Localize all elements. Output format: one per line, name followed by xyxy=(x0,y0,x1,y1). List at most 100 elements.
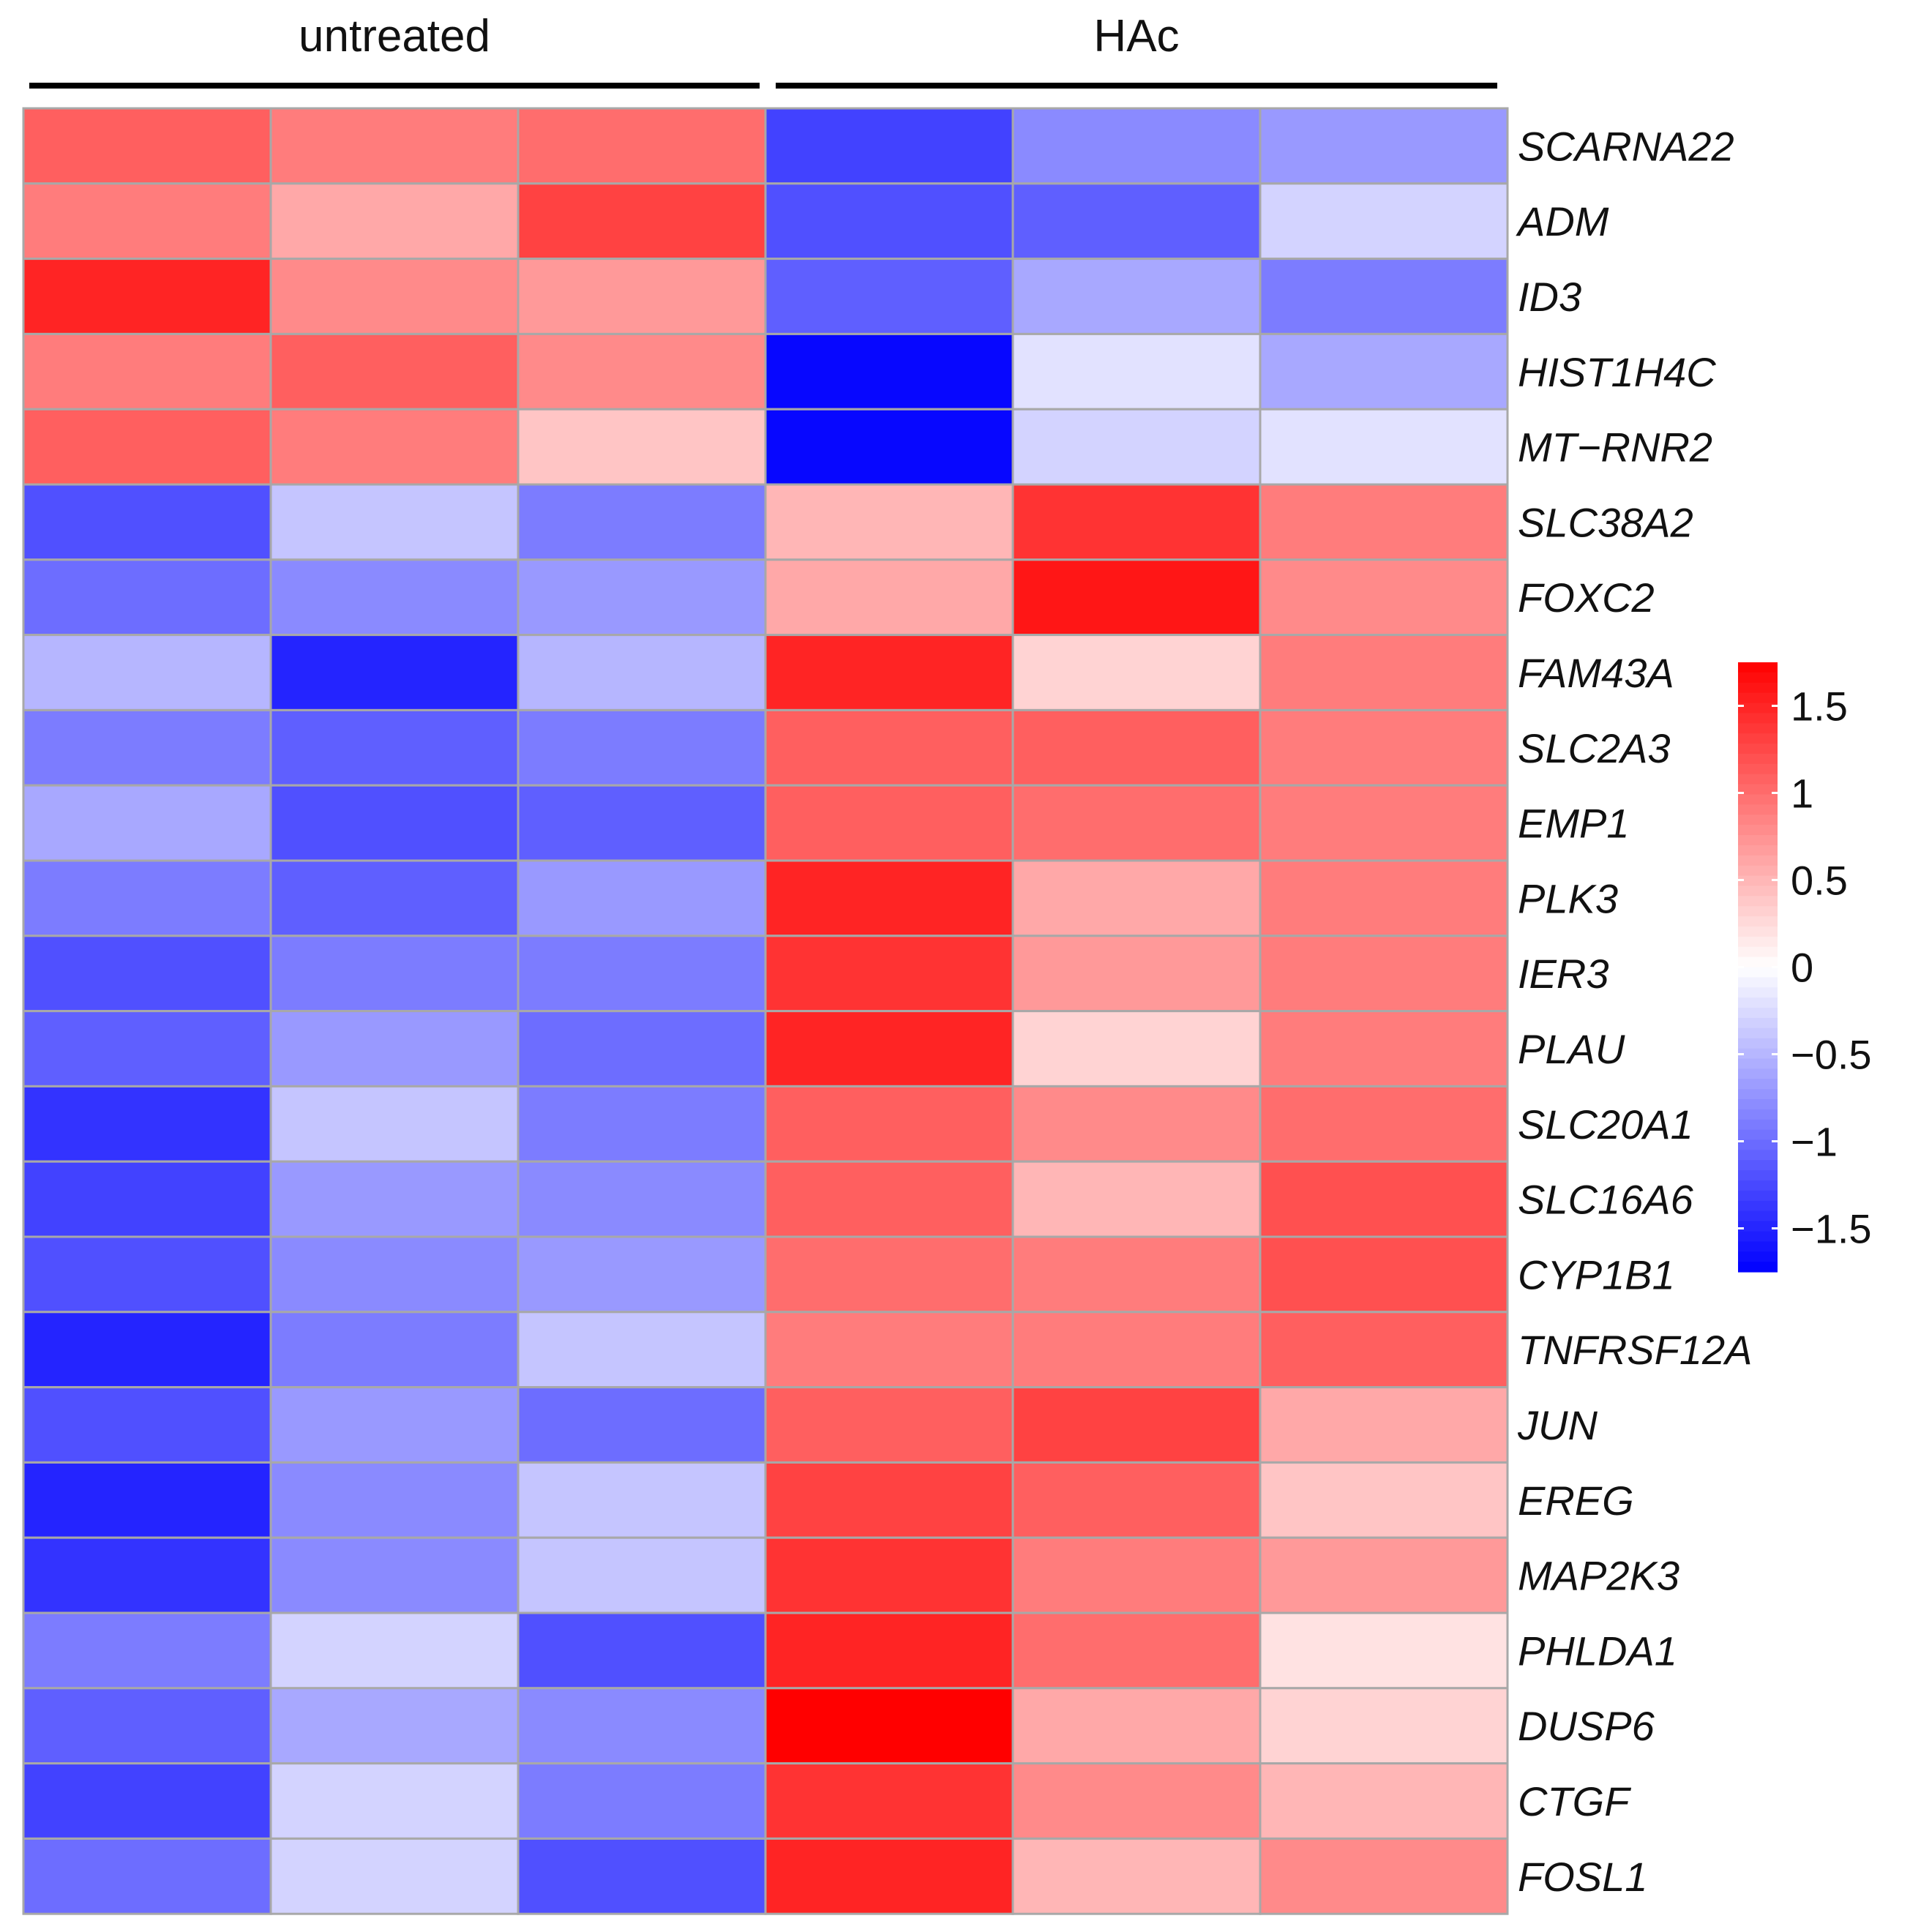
heatmap-cell xyxy=(764,182,1014,261)
row-label: SLC20A1 xyxy=(1518,1101,1693,1147)
heatmap-cell xyxy=(764,558,1014,637)
row-label: ADM xyxy=(1516,198,1609,244)
heatmap-cell xyxy=(1011,708,1262,787)
legend-color-step xyxy=(1738,794,1778,805)
legend-color-step xyxy=(1738,1017,1778,1029)
group-label-hac: HAc xyxy=(1093,11,1179,61)
heatmap-cell xyxy=(269,1762,520,1840)
legend-color-step xyxy=(1738,977,1778,988)
heatmap-cell xyxy=(269,1536,520,1614)
heatmap-cell xyxy=(22,1010,272,1087)
heatmap-cell xyxy=(517,859,767,937)
legend-color-step xyxy=(1738,1231,1778,1242)
heatmap-cell xyxy=(22,1235,272,1314)
heatmap-cell xyxy=(269,1085,520,1163)
row-label: SLC16A6 xyxy=(1518,1177,1694,1223)
heatmap-cell xyxy=(517,1611,767,1690)
legend-color-step xyxy=(1738,1150,1778,1161)
heatmap-cell xyxy=(269,1235,520,1314)
heatmap-cell xyxy=(269,408,520,486)
legend-color-step xyxy=(1738,1089,1778,1100)
heatmap-cell xyxy=(22,1687,272,1765)
legend-color-step xyxy=(1738,723,1778,734)
legend-color-step xyxy=(1738,1190,1778,1202)
heatmap-cell xyxy=(764,708,1014,787)
heatmap-cell xyxy=(764,332,1014,411)
heatmap-cell xyxy=(764,1311,1014,1389)
heatmap-cell xyxy=(764,784,1014,862)
legend-color-step xyxy=(1738,825,1778,836)
heatmap-cell xyxy=(517,1235,767,1314)
heatmap-cell xyxy=(517,1160,767,1238)
heatmap-cell xyxy=(764,408,1014,486)
heatmap-cell xyxy=(269,935,520,1013)
row-label: IER3 xyxy=(1518,951,1609,997)
legend-color-step xyxy=(1738,916,1778,927)
legend-tick-label: 0.5 xyxy=(1791,858,1848,904)
heatmap-cell xyxy=(1011,258,1262,335)
heatmap-cell xyxy=(22,634,272,711)
heatmap-cell xyxy=(22,408,272,486)
heatmap-cell xyxy=(269,859,520,937)
heatmap-cell xyxy=(1011,1386,1262,1464)
heatmap-cell xyxy=(764,935,1014,1013)
heatmap-cell xyxy=(764,1611,1014,1690)
heatmap-cell xyxy=(269,1687,520,1765)
legend-color-step xyxy=(1738,1079,1778,1090)
legend-color-step xyxy=(1738,713,1778,724)
heatmap-cell xyxy=(269,1160,520,1238)
heatmap-cell xyxy=(764,1160,1014,1238)
heatmap-cell xyxy=(1011,408,1262,486)
heatmap-cell xyxy=(22,935,272,1013)
legend-color-step xyxy=(1738,1068,1778,1079)
legend-color-step xyxy=(1738,672,1778,684)
heatmap-cell xyxy=(22,859,272,937)
heatmap-cell xyxy=(764,634,1014,711)
legend-color-step xyxy=(1738,744,1778,755)
heatmap-cell xyxy=(517,1461,767,1539)
row-label: TNFRSF12A xyxy=(1518,1327,1753,1373)
legend-color-step xyxy=(1738,753,1778,765)
heatmap-cell xyxy=(269,558,520,637)
row-labels: SCARNA22 ADM ID3 HIST1H4C MT−RNR2 SLC38A2 FOXC… xyxy=(1516,123,1753,1899)
legend-color-step xyxy=(1738,1048,1778,1060)
heatmap-cell xyxy=(764,1461,1014,1539)
legend-color-step xyxy=(1738,1200,1778,1212)
legend-color-step xyxy=(1738,906,1778,917)
heatmap-cell xyxy=(1259,634,1509,711)
heatmap-cell xyxy=(22,258,272,335)
legend-color-step xyxy=(1738,886,1778,896)
legend-color-step xyxy=(1738,865,1778,877)
heatmap-cell xyxy=(764,1762,1014,1840)
legend-color-step xyxy=(1738,1221,1778,1232)
heatmap-cell xyxy=(269,1386,520,1464)
legend-color-step xyxy=(1738,703,1778,714)
legend-color-step xyxy=(1738,845,1778,856)
legend-color-step xyxy=(1738,1241,1778,1252)
heatmap-cell xyxy=(1259,107,1509,185)
heatmap-cell xyxy=(22,1386,272,1464)
heatmap-cell xyxy=(1259,558,1509,637)
legend-color-step xyxy=(1738,835,1778,846)
heatmap-cell xyxy=(517,182,767,261)
heatmap-cell xyxy=(1259,708,1509,787)
heatmap-cell xyxy=(269,332,520,411)
heatmap-cell xyxy=(517,784,767,862)
heatmap-cell xyxy=(764,1687,1014,1765)
heatmap-cell xyxy=(764,1837,1014,1915)
heatmap-grid xyxy=(22,107,1509,1915)
heatmap-cell xyxy=(269,1611,520,1690)
heatmap-cell xyxy=(1011,1311,1262,1389)
heatmap-cell xyxy=(1259,784,1509,862)
legend-color-step xyxy=(1738,1180,1778,1191)
row-label: FAM43A xyxy=(1518,650,1674,696)
heatmap-cell xyxy=(1259,1837,1509,1915)
legend-color-step xyxy=(1738,1119,1778,1131)
row-label: HIST1H4C xyxy=(1518,349,1716,395)
heatmap-cell xyxy=(1011,182,1262,261)
heatmap-cell xyxy=(517,408,767,486)
legend-color-step xyxy=(1738,1139,1778,1150)
legend-tick-label: −1 xyxy=(1791,1119,1838,1165)
legend-color-step xyxy=(1738,662,1778,673)
